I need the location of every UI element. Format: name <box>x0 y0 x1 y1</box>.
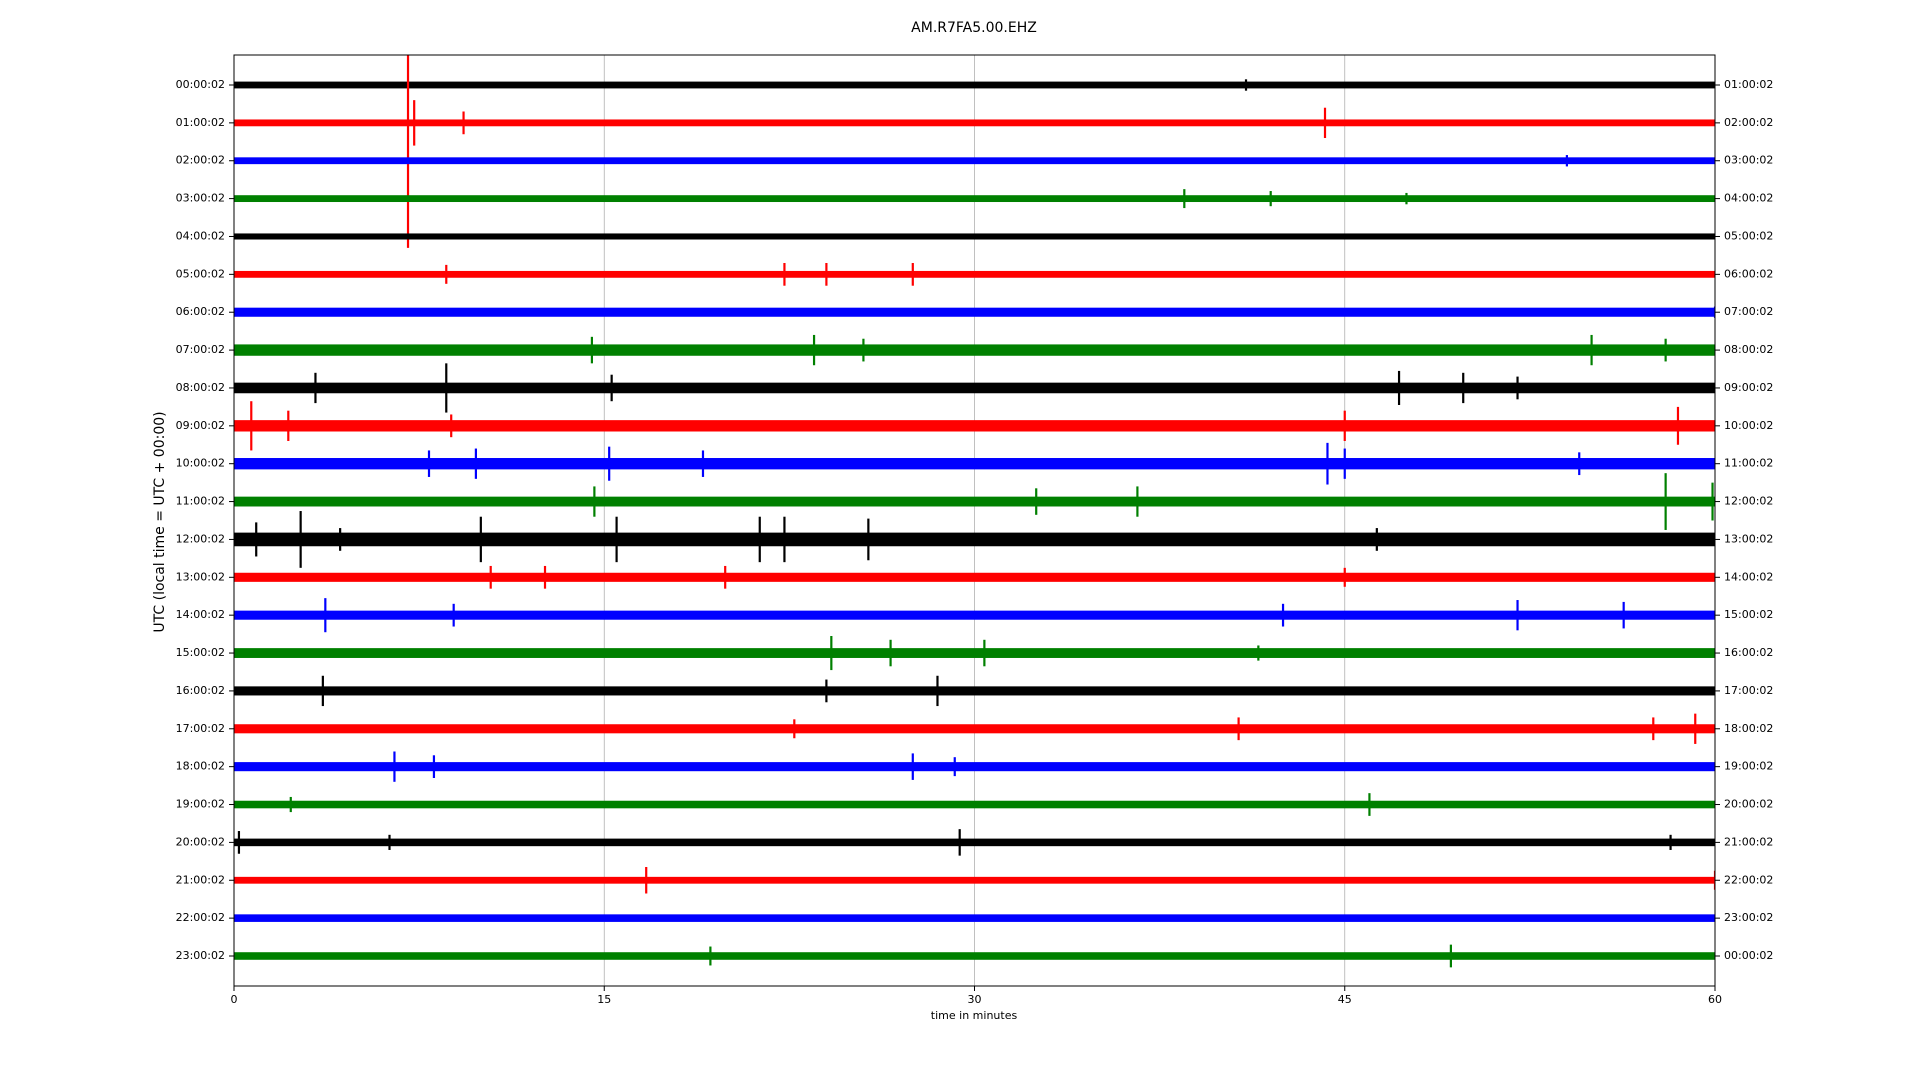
trace-noise <box>234 610 1715 620</box>
trace-noise <box>234 914 1715 922</box>
row-label: 09:00:02 <box>176 419 225 432</box>
row-label: 10:00:02 <box>176 457 225 470</box>
row-label: 12:00:02 <box>176 532 225 545</box>
trace-noise <box>234 532 1715 547</box>
trace-noise <box>234 838 1715 847</box>
row-label-right: 13:00:02 <box>1724 532 1773 545</box>
x-tick-label: 0 <box>231 993 238 1006</box>
row-label-right: 05:00:02 <box>1724 229 1773 242</box>
row-label: 01:00:02 <box>176 116 225 129</box>
row-label: 05:00:02 <box>176 267 225 280</box>
row-label: 23:00:02 <box>176 949 225 962</box>
row-label-right: 10:00:02 <box>1724 419 1773 432</box>
trace-noise <box>234 724 1715 734</box>
x-tick-label: 30 <box>968 993 982 1006</box>
row-label: 03:00:02 <box>176 192 225 205</box>
row-label-right: 16:00:02 <box>1724 646 1773 659</box>
trace-noise <box>234 496 1715 507</box>
trace-noise <box>234 344 1715 356</box>
row-label: 08:00:02 <box>176 381 225 394</box>
row-label: 20:00:02 <box>176 835 225 848</box>
row-label-right: 15:00:02 <box>1724 608 1773 621</box>
row-label: 00:00:02 <box>176 78 225 91</box>
x-tick-label: 45 <box>1338 993 1352 1006</box>
trace-noise <box>234 648 1715 658</box>
row-label-right: 11:00:02 <box>1724 457 1773 470</box>
trace-noise <box>234 952 1715 960</box>
trace-noise <box>234 420 1715 432</box>
trace-noise <box>234 762 1715 772</box>
traces <box>234 55 1715 968</box>
row-label: 17:00:02 <box>176 722 225 735</box>
chart-title: AM.R7FA5.00.EHZ <box>911 20 1037 36</box>
row-label-right: 07:00:02 <box>1724 305 1773 318</box>
row-label: 16:00:02 <box>176 684 225 697</box>
row-label: 14:00:02 <box>176 608 225 621</box>
row-label-right: 03:00:02 <box>1724 154 1773 167</box>
row-label-right: 08:00:02 <box>1724 343 1773 356</box>
row-label-right: 04:00:02 <box>1724 192 1773 205</box>
row-label: 11:00:02 <box>176 495 225 508</box>
row-label: 02:00:02 <box>176 154 225 167</box>
trace-noise <box>234 81 1715 89</box>
plot-frame <box>233 54 1716 987</box>
row-label-right: 17:00:02 <box>1724 684 1773 697</box>
row-label-right: 23:00:02 <box>1724 911 1773 924</box>
row-label-right: 09:00:02 <box>1724 381 1773 394</box>
x-tick-label: 15 <box>597 993 611 1006</box>
trace-noise <box>234 270 1715 278</box>
row-label: 13:00:02 <box>176 570 225 583</box>
x-tick-label: 60 <box>1708 993 1722 1006</box>
trace-noise <box>234 876 1715 884</box>
row-label: 07:00:02 <box>176 343 225 356</box>
y-axis-label: UTC (local time = UTC + 00:00) <box>152 411 168 632</box>
trace-noise <box>234 233 1715 240</box>
row-label-right: 19:00:02 <box>1724 760 1773 773</box>
row-label-right: 21:00:02 <box>1724 835 1773 848</box>
trace-noise <box>234 195 1715 203</box>
trace-noise <box>234 307 1715 317</box>
trace-noise <box>234 800 1715 809</box>
row-label-right: 18:00:02 <box>1724 722 1773 735</box>
row-label: 15:00:02 <box>176 646 225 659</box>
row-label-right: 00:00:02 <box>1724 949 1773 962</box>
row-label-right: 12:00:02 <box>1724 495 1773 508</box>
row-label: 22:00:02 <box>176 911 225 924</box>
row-label-right: 22:00:02 <box>1724 873 1773 886</box>
row-label: 21:00:02 <box>176 873 225 886</box>
row-label: 06:00:02 <box>176 305 225 318</box>
trace-noise <box>234 686 1715 696</box>
x-axis-label: time in minutes <box>931 1009 1018 1022</box>
trace-noise <box>234 458 1715 470</box>
row-label-right: 06:00:02 <box>1724 267 1773 280</box>
row-label-right: 01:00:02 <box>1724 78 1773 91</box>
trace-noise <box>234 382 1715 394</box>
row-label-right: 20:00:02 <box>1724 798 1773 811</box>
row-label-right: 02:00:02 <box>1724 116 1773 129</box>
trace-noise <box>234 572 1715 582</box>
row-label-right: 14:00:02 <box>1724 570 1773 583</box>
trace-noise <box>234 119 1715 127</box>
row-label: 19:00:02 <box>176 798 225 811</box>
trace-noise <box>234 157 1715 165</box>
row-label: 18:00:02 <box>176 760 225 773</box>
row-label: 04:00:02 <box>176 229 225 242</box>
